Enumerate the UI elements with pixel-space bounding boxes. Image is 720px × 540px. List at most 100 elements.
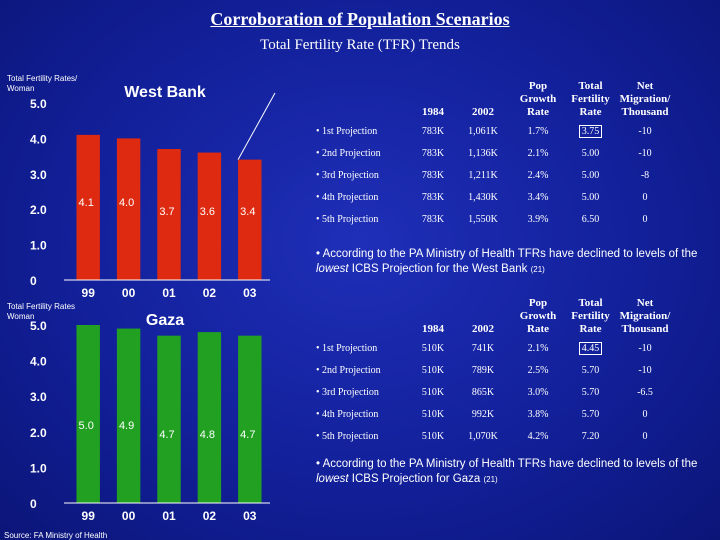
y-tick-label: 0: [30, 274, 37, 288]
col-pop-growth: Pop Growth Rate: [519, 297, 557, 335]
page-title: Corroboration of Population Scenarios: [210, 9, 510, 29]
row-label: • 5th Projection: [316, 431, 379, 442]
y-tick-label: 1.0: [30, 239, 47, 253]
col-net-migration: Net Migration/ Thousand: [619, 297, 671, 335]
row-label: • 3rd Projection: [316, 387, 379, 398]
bar-03: [238, 335, 262, 503]
y-tick-label: 3.0: [30, 168, 47, 182]
y-tick-label: 2.0: [30, 203, 47, 217]
y-tick-label: 3.0: [30, 390, 47, 404]
cell-y1984: 783K: [421, 148, 445, 159]
row-label: • 2nd Projection: [316, 365, 381, 376]
data-label: 4.7: [240, 429, 255, 441]
cell-net: -10: [638, 343, 652, 354]
col-pop-growth: Pop Growth Rate: [519, 80, 557, 118]
cell-y2002: 1,070K: [468, 431, 498, 442]
row-label: • 1st Projection: [316, 343, 378, 354]
bar-00: [116, 328, 141, 503]
cell-y2002: 1,136K: [468, 148, 498, 159]
y-tick-label: 1.0: [30, 461, 47, 475]
data-label: 5.0: [79, 420, 94, 432]
cell-y2002: 992K: [471, 409, 495, 420]
cell-pop: 3.0%: [527, 387, 549, 398]
row-label: • 5th Projection: [316, 214, 379, 225]
data-label: 3.6: [200, 206, 215, 218]
cell-net: -10: [638, 148, 652, 159]
cell-y2002: 1,550K: [468, 214, 498, 225]
cell-tfr: 5.00: [581, 148, 600, 159]
data-label: 3.7: [159, 206, 174, 218]
x-tick-label: 99: [82, 286, 96, 300]
gaza-projection-table: 1984 2002 Pop Growth Rate Total Fertilit…: [310, 297, 715, 442]
x-tick-label: 02: [203, 286, 217, 300]
cell-y1984: 510K: [421, 343, 445, 354]
x-tick-label: 00: [122, 509, 136, 523]
data-label: 4.9: [119, 420, 134, 432]
col-1984: 1984: [422, 323, 444, 335]
cell-y2002: 1,061K: [468, 126, 498, 137]
y-tick-label: 2.0: [30, 426, 47, 440]
cell-net: 0: [642, 214, 648, 225]
cell-pop: 1.7%: [527, 126, 549, 137]
cell-pop: 3.9%: [527, 214, 549, 225]
bar-99: [76, 134, 100, 280]
cell-net: 0: [642, 431, 648, 442]
x-tick-label: 00: [122, 286, 136, 300]
cell-tfr: 3.75: [563, 125, 618, 138]
gaza-note: • According to the PA Ministry of Health…: [316, 458, 698, 485]
x-tick-label: 03: [243, 286, 257, 300]
data-label: 3.4: [240, 206, 255, 218]
west-bank-note: • According to the PA Ministry of Health…: [316, 248, 698, 275]
row-label: • 4th Projection: [316, 409, 379, 420]
cell-pop: 2.1%: [527, 343, 549, 354]
west-bank-chart: West Bank 0 1.0 2.0 3.0 4.0 5.0 4.1 99 4.0 00 3.7 01…: [30, 84, 276, 300]
col-2002: 2002: [472, 323, 494, 335]
page-subtitle: Total Fertility Rate (TFR) Trends: [260, 37, 460, 53]
bar-02: [197, 152, 222, 280]
bar-99: [76, 325, 100, 503]
x-tick-label: 99: [82, 509, 96, 523]
y-tick-label: 4.0: [30, 355, 47, 369]
data-label: 4.7: [159, 429, 174, 441]
cell-y2002: 741K: [471, 343, 495, 354]
cell-tfr: 4.45: [563, 342, 618, 355]
cell-net: 0: [642, 409, 648, 420]
cell-net: -10: [638, 126, 652, 137]
col-tfr: Total Fertility Rate: [571, 297, 610, 335]
cell-y1984: 783K: [421, 192, 445, 203]
cell-y2002: 789K: [471, 365, 495, 376]
row-label: • 4th Projection: [316, 192, 379, 203]
trend-line: [237, 92, 276, 160]
row-label: • 3rd Projection: [316, 170, 379, 181]
cell-tfr: 6.50: [581, 214, 600, 225]
cell-y2002: 1,211K: [468, 170, 498, 181]
col-1984: 1984: [422, 106, 444, 118]
cell-y1984: 783K: [421, 126, 445, 137]
cell-tfr: 5.00: [581, 170, 600, 181]
bar-01: [157, 335, 181, 503]
x-tick-label: 01: [162, 286, 176, 300]
cell-tfr: 5.70: [581, 365, 600, 376]
col-net-migration: Net Migration/ Thousand: [619, 80, 671, 118]
row-label: • 1st Projection: [316, 126, 378, 137]
cell-pop: 2.5%: [527, 365, 549, 376]
cell-y2002: 865K: [471, 387, 495, 398]
cell-pop: 3.4%: [527, 192, 549, 203]
cell-pop: 4.2%: [527, 431, 549, 442]
x-tick-label: 03: [243, 509, 257, 523]
cell-y1984: 783K: [421, 214, 445, 225]
y-tick-label: 5.0: [30, 97, 47, 111]
source-note: Source: FA Ministry of Health: [4, 531, 108, 540]
cell-net: 0: [642, 192, 648, 203]
cell-pop: 2.4%: [527, 170, 549, 181]
bar-00: [116, 138, 141, 280]
cell-pop: 2.1%: [527, 148, 549, 159]
cell-y1984: 510K: [421, 387, 445, 398]
data-label: 4.0: [119, 197, 134, 209]
col-2002: 2002: [472, 106, 494, 118]
y-tick-label: 4.0: [30, 132, 47, 146]
cell-y1984: 783K: [421, 170, 445, 181]
bar-01: [157, 149, 181, 280]
west-bank-projection-table: 1984 2002 Pop Growth Rate Total Fertilit…: [310, 80, 715, 225]
cell-tfr: 7.20: [581, 431, 600, 442]
